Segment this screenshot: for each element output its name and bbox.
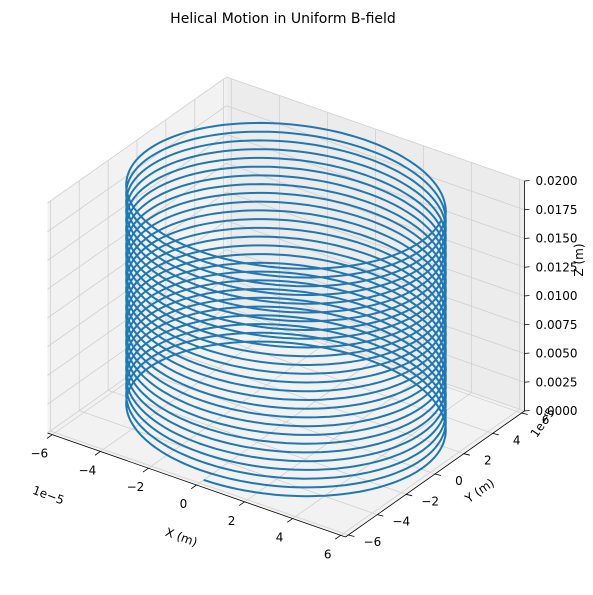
z-tick-mark (525, 267, 530, 268)
z-tick-label: 0.0150 (536, 232, 578, 246)
x-tick-mark (287, 519, 292, 523)
y-tick-mark (435, 474, 441, 476)
x-tick-mark (191, 485, 196, 489)
z-tick-mark (525, 353, 530, 354)
y-tick-label: −2 (421, 494, 439, 508)
z-tick-label: 0.0025 (536, 375, 578, 389)
z-tick-mark (525, 411, 530, 412)
z-tick-label: 0.0200 (536, 174, 578, 188)
y-tick-mark (406, 494, 412, 496)
x-tick-label: −2 (127, 480, 145, 494)
x-tick-label: 6 (324, 547, 332, 561)
x-tick-mark (239, 502, 244, 506)
y-tick-mark (377, 515, 383, 517)
x-tick-label: −4 (79, 463, 97, 477)
y-tick-mark (522, 413, 528, 415)
y-tick-mark (493, 433, 499, 435)
x-tick-mark (143, 468, 148, 472)
z-tick-mark (525, 296, 530, 297)
z-tick-label: 0.0175 (536, 203, 578, 217)
z-tick-mark (525, 382, 530, 383)
y-tick-label: 4 (513, 433, 521, 447)
x-tick-mark (47, 435, 52, 439)
z-axis-label: Z (m) (572, 243, 586, 276)
z-tick-label: 0.0075 (536, 318, 578, 332)
y-tick-label: 2 (484, 454, 492, 468)
y-tick-label: −4 (392, 515, 410, 529)
z-tick-mark (525, 181, 530, 182)
y-tick-mark (464, 454, 470, 456)
x-tick-label: 0 (180, 497, 188, 511)
y-axis-label: Y (m) (462, 476, 497, 507)
x-axis-label: X (m) (163, 525, 199, 549)
z-tick-mark (525, 238, 530, 239)
x-tick-label: 4 (276, 531, 284, 545)
z-tick-label: 0.0050 (536, 347, 578, 361)
y-tick-label: 0 (455, 474, 463, 488)
x-offset-label: 1e−5 (31, 483, 67, 507)
z-tick-mark (525, 324, 530, 325)
x-tick-mark (335, 535, 340, 539)
z-tick-label: 0.0100 (536, 289, 578, 303)
y-tick-label: −6 (364, 535, 382, 549)
x-tick-label: 2 (228, 514, 236, 528)
y-offset-label: 1e−5 (528, 405, 558, 440)
z-tick-mark (525, 209, 530, 210)
x-tick-mark (95, 451, 100, 455)
x-tick-label: −6 (30, 447, 48, 461)
chart-title: Helical Motion in Uniform B-field (170, 11, 396, 27)
y-tick-mark (348, 535, 354, 537)
